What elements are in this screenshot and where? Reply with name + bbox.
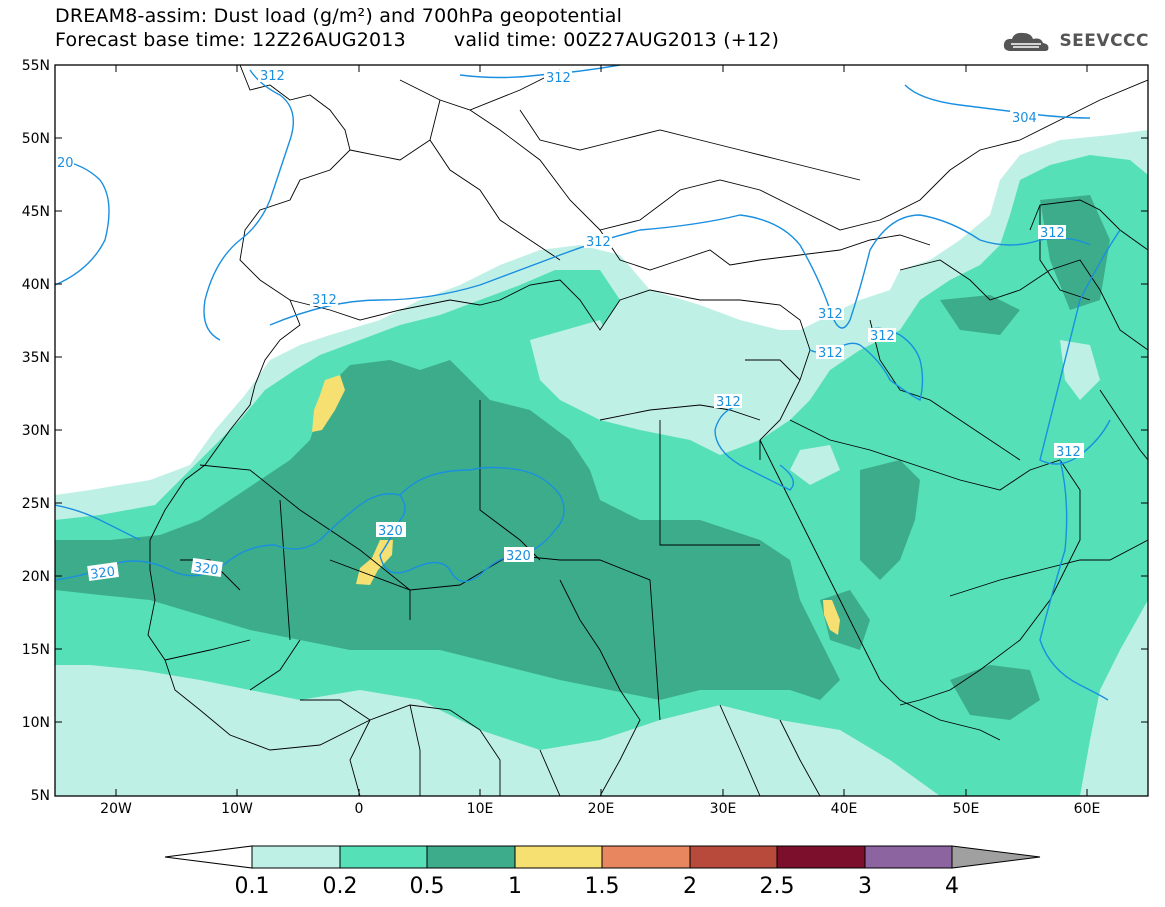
svg-text:312: 312 <box>716 395 741 410</box>
map-plot-area: 312 312 312 312 312 312 312 312 312 304 … <box>55 65 1148 796</box>
lon-label: 40E <box>831 801 858 817</box>
contour-label: 312 <box>584 234 612 250</box>
contour-label: 312 <box>868 328 896 344</box>
cloud-icon <box>1004 32 1049 51</box>
colorbar-label: 0.2 <box>323 874 358 899</box>
colorbar-labels: 0.1 0.2 0.5 1 1.5 2 2.5 3 4 <box>235 874 960 899</box>
contour-label: 312 <box>816 306 844 322</box>
contour-label: 320 <box>376 522 406 539</box>
svg-text:312: 312 <box>1040 226 1065 241</box>
colorbar-segment <box>339 845 428 869</box>
colorbar-segment <box>514 845 603 869</box>
svg-text:312: 312 <box>260 69 285 84</box>
svg-text:304: 304 <box>1012 111 1037 126</box>
colorbar-segment <box>776 845 866 869</box>
svg-text:312: 312 <box>586 235 611 250</box>
lat-label: 40N <box>22 277 50 293</box>
forecast-base-time: Forecast base time: 12Z26AUG2013 <box>55 29 406 51</box>
lat-label: 55N <box>22 58 50 74</box>
colorbar-label: 2.5 <box>760 874 795 899</box>
longitude-axis <box>115 65 1088 796</box>
svg-text:320: 320 <box>193 560 220 578</box>
contour-labels: 312 312 312 312 312 312 312 312 312 304 … <box>56 68 1084 583</box>
colorbar-label: 0.1 <box>235 874 270 899</box>
contour-label: 312 <box>258 68 285 84</box>
map-title: DREAM8-assim: Dust load (g/m²) and 700hP… <box>55 5 623 27</box>
svg-text:320: 320 <box>89 564 116 582</box>
lat-label: 10N <box>22 715 50 731</box>
colorbar-segment <box>689 845 778 869</box>
svg-text:312: 312 <box>818 307 843 322</box>
dust-shade-light-patches <box>530 320 1100 485</box>
lon-label: 20E <box>588 801 615 817</box>
contour-label: 304 <box>1010 110 1038 126</box>
lat-label: 50N <box>22 131 50 147</box>
contour-label: 20 <box>56 155 74 171</box>
lat-label: 15N <box>22 642 50 658</box>
svg-text:320: 320 <box>506 549 531 564</box>
colorbar-segment <box>426 845 516 869</box>
lat-label: 30N <box>22 423 50 439</box>
colorbar-label: 1.5 <box>585 874 620 899</box>
latitude-labels: 55N 50N 45N 40N 35N 30N 25N 20N 15N 10N … <box>22 58 50 804</box>
svg-text:312: 312 <box>870 329 895 344</box>
contour-label: 312 <box>1054 443 1084 460</box>
contour-label: 320 <box>504 547 534 564</box>
colorbar-label: 2 <box>683 874 697 899</box>
colorbar-label: 4 <box>945 874 959 899</box>
svg-text:312: 312 <box>546 71 571 86</box>
lon-label: 50E <box>953 801 980 817</box>
colorbar-segment <box>251 845 341 869</box>
lat-label: 45N <box>22 204 50 220</box>
lon-label: 10W <box>221 801 253 817</box>
svg-text:20: 20 <box>57 156 74 171</box>
svg-text:320: 320 <box>378 524 403 539</box>
colorbar-segment <box>601 845 691 869</box>
colorbar-label: 3 <box>858 874 872 899</box>
lat-label: 5N <box>31 788 50 804</box>
lat-label: 20N <box>22 569 50 585</box>
contour-label: 312 <box>816 345 844 361</box>
contour-label: 312 <box>714 394 742 410</box>
seevccc-logo: SEEVCCC <box>1001 28 1149 54</box>
lon-label: 60E <box>1074 801 1101 817</box>
valid-time: valid time: 00Z27AUG2013 (+12) <box>453 29 780 51</box>
lon-label: 0 <box>355 801 364 817</box>
geopotential-contours <box>55 65 1121 701</box>
colorbar-segment <box>864 845 953 869</box>
colorbar <box>164 845 1041 869</box>
colorbar-label: 0.5 <box>410 874 445 899</box>
dust-shade-dark <box>55 195 1110 720</box>
longitude-labels: 20W 10W 0 10E 20E 30E 40E 50E 60E <box>100 801 1100 817</box>
lat-label: 25N <box>22 496 50 512</box>
lon-label: 10E <box>467 801 494 817</box>
svg-text:312: 312 <box>818 346 843 361</box>
svg-text:312: 312 <box>312 293 337 308</box>
colorbar-segment <box>164 845 253 869</box>
map-subtitle: Forecast base time: 12Z26AUG2013 valid ti… <box>55 30 779 50</box>
svg-text:312: 312 <box>1056 445 1081 460</box>
contour-label: 320 <box>191 557 223 579</box>
contour-label: 312 <box>544 70 572 86</box>
dust-shade-yellow <box>312 375 840 635</box>
contour-label: 320 <box>87 561 119 583</box>
logo-text: SEEVCCC <box>1059 31 1149 51</box>
lon-label: 20W <box>100 801 132 817</box>
colorbar-segment <box>951 845 1041 869</box>
contour-label: 312 <box>310 292 338 308</box>
lon-label: 30E <box>710 801 737 817</box>
contour-label: 312 <box>1038 225 1066 241</box>
latitude-axis <box>55 64 1148 723</box>
lat-label: 35N <box>22 350 50 366</box>
colorbar-label: 1 <box>508 874 522 899</box>
